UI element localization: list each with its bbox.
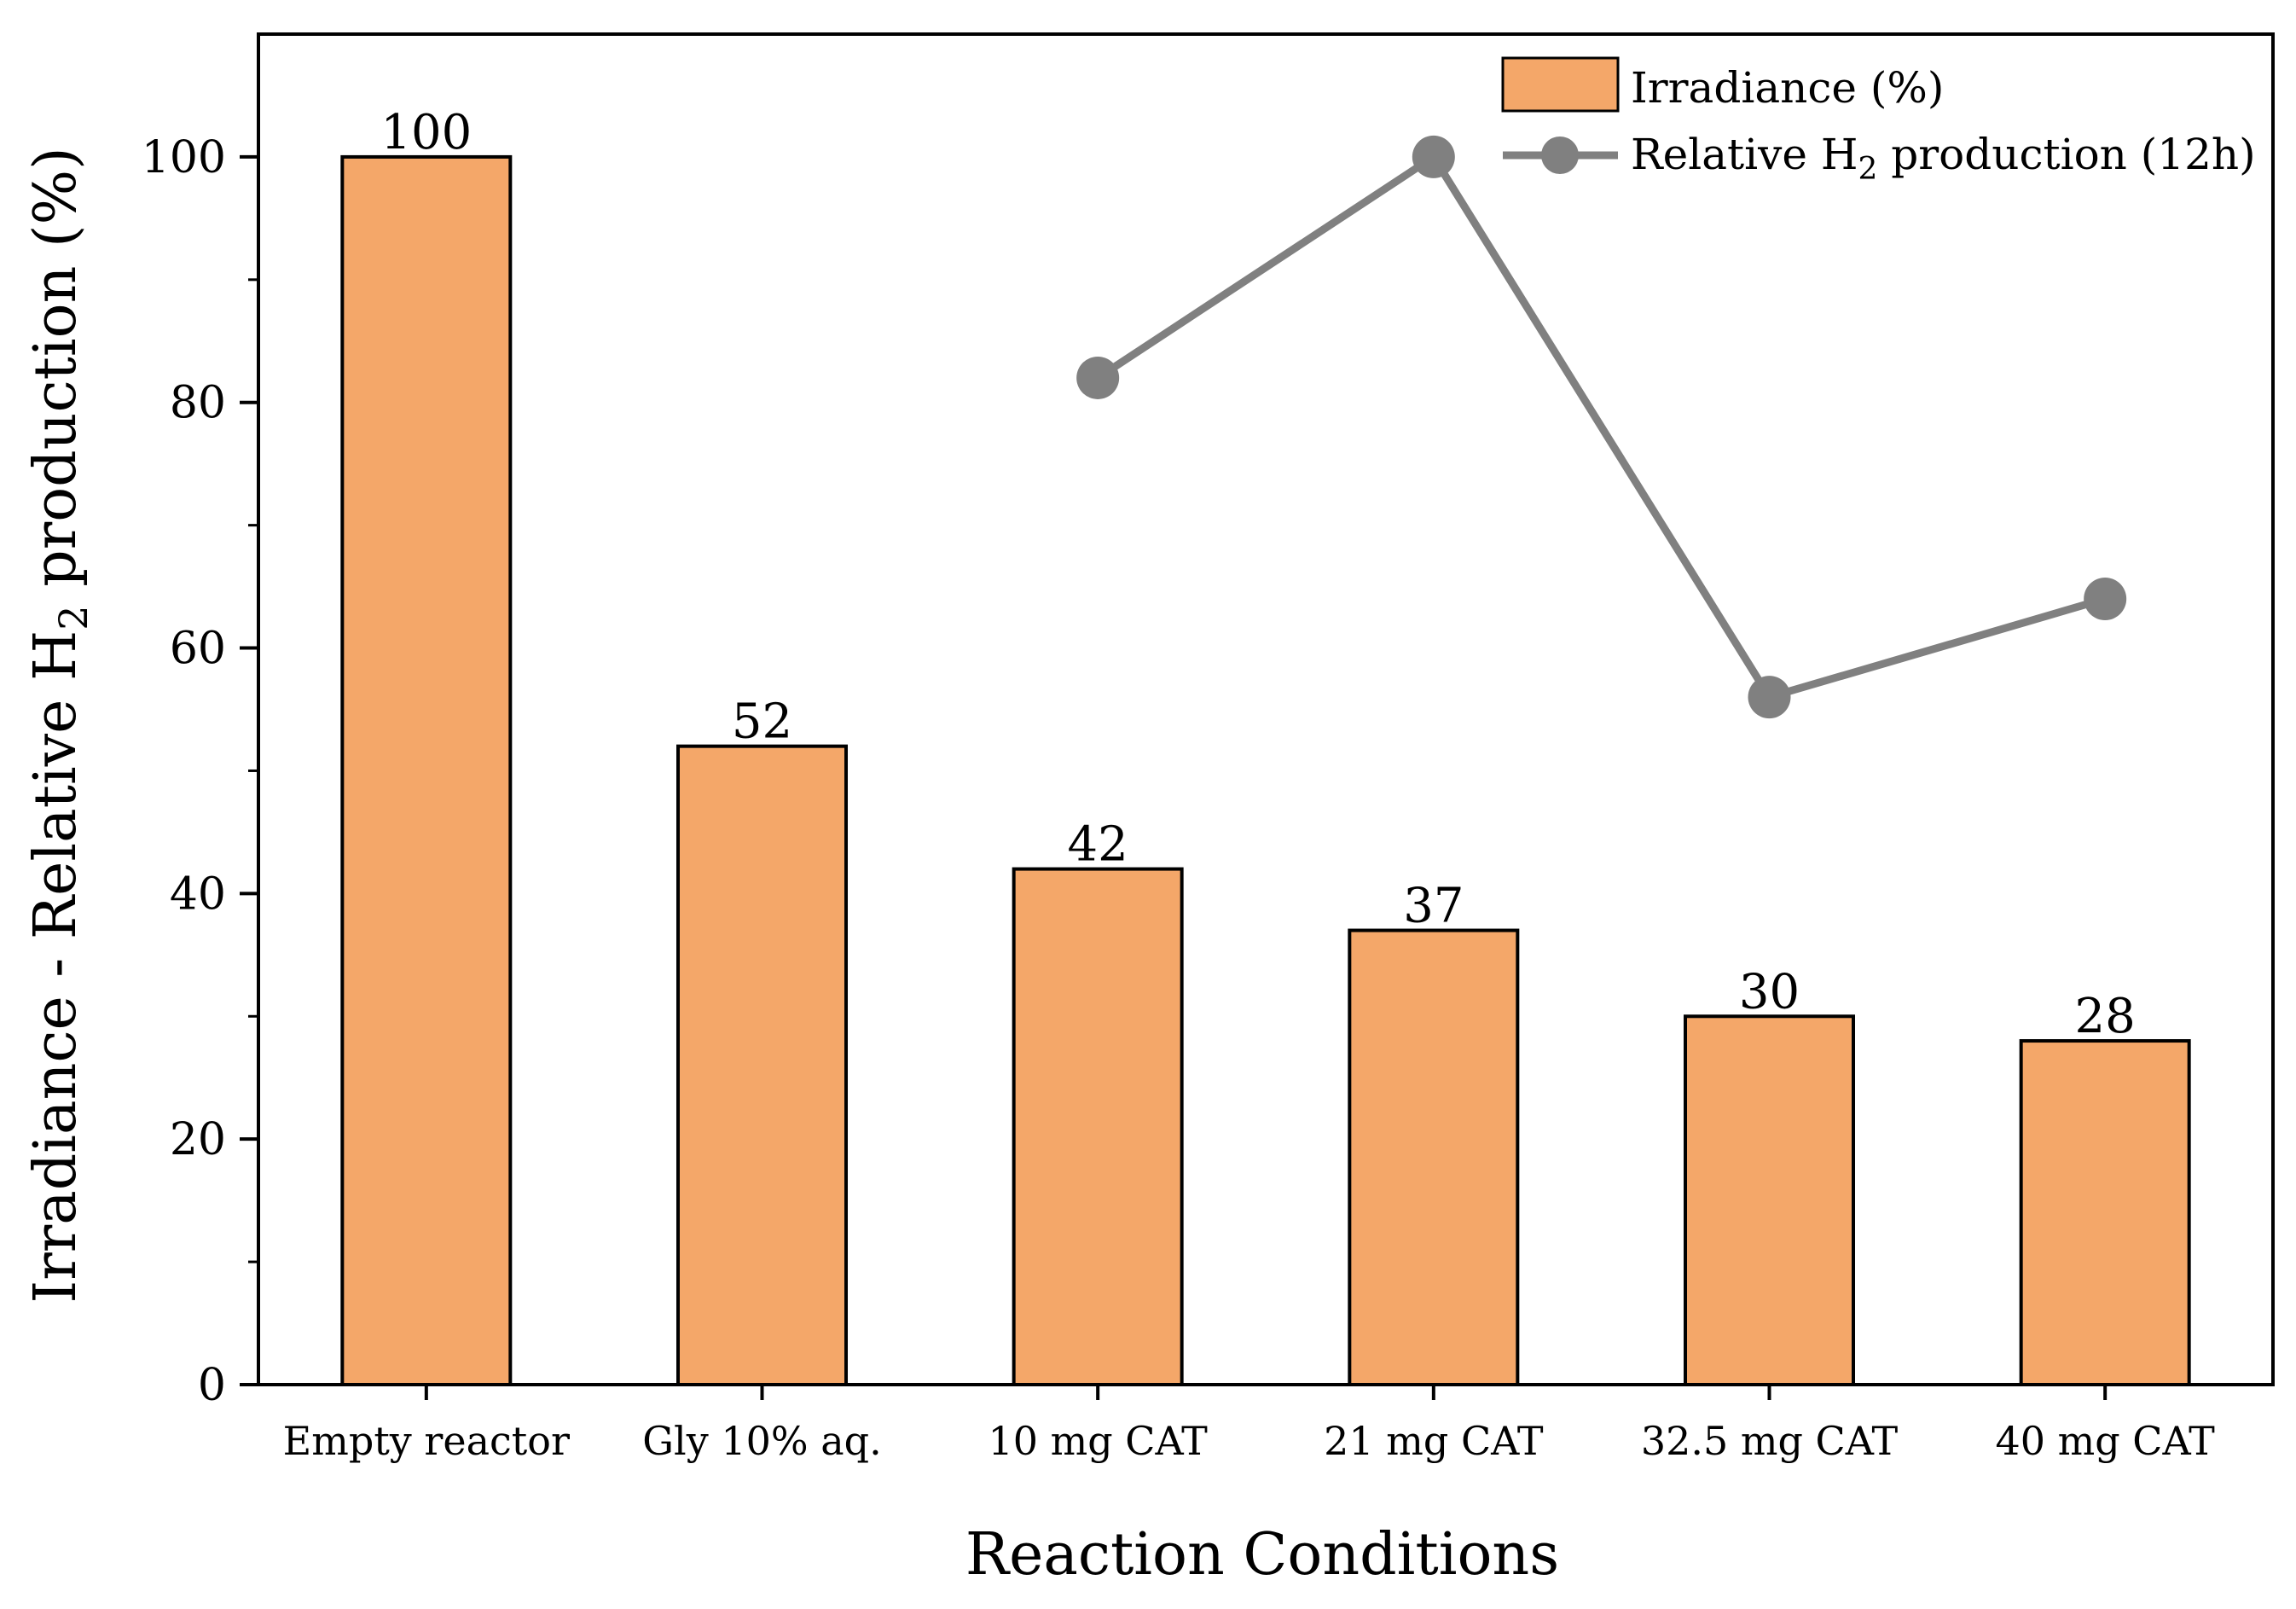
bar (1012, 867, 1184, 1386)
legend-line-label-suffix: production (12h) (1877, 130, 2255, 179)
legend-line-label-prefix: Relative H (1631, 130, 1858, 179)
bar (340, 154, 513, 1387)
bar-data-label: 28 (2075, 989, 2136, 1044)
y-axis-title-suffix: production (%) (22, 147, 90, 605)
legend-bar-label: Irradiance (%) (1631, 63, 1944, 113)
y-tick-label: 40 (170, 868, 226, 920)
y-tick-label: 20 (170, 1114, 226, 1165)
h2-production-line (1095, 153, 2107, 701)
bar (1348, 928, 1520, 1386)
x-tick-label: Empty reactor (283, 1418, 570, 1464)
bar (676, 744, 848, 1386)
h2-production-point (1412, 135, 1455, 178)
y-tick-label: 60 (170, 624, 226, 675)
bar (1684, 1014, 1855, 1386)
legend-line-label: Relative H2 production (12h) (1631, 130, 2256, 187)
y-tick-label: 0 (198, 1360, 226, 1411)
y-tick-label: 100 (142, 132, 226, 183)
y-axis-title-prefix: Irradiance - Relative H (22, 630, 90, 1304)
bar-data-label: 52 (732, 694, 792, 750)
x-tick-label: 10 mg CAT (988, 1418, 1208, 1464)
legend: Irradiance (%) Relative H2 production (1… (1501, 56, 2256, 187)
h2-production-point (2084, 577, 2127, 620)
bar-data-label: 37 (1403, 879, 1464, 934)
legend-line-marker (1541, 137, 1579, 174)
plot-area: 0 20 40 60 80 100 100 52 42 37 30 28 Empty reactor Gl… (142, 32, 2275, 1464)
x-tick-label: Gly 10% aq. (642, 1418, 881, 1464)
plot-frame (257, 32, 2275, 1386)
legend-line-label-subscript: 2 (1858, 152, 1877, 187)
x-tick-label: 32.5 mg CAT (1641, 1418, 1899, 1464)
bar (2019, 1039, 2191, 1387)
y-axis-title-subscript: 2 (50, 605, 96, 630)
legend-bar-swatch (1501, 56, 1620, 113)
y-tick-label: 80 (170, 378, 226, 429)
h2-production-point (1076, 356, 1120, 399)
x-tick-label: 40 mg CAT (1995, 1418, 2215, 1464)
bar-data-label: 30 (1739, 964, 1800, 1019)
bar-data-label: 100 (380, 105, 472, 160)
h2-production-point (1748, 676, 1791, 719)
bar-data-label: 42 (1068, 817, 1128, 873)
y-axis-title: Irradiance - Relative H2 production (%) (22, 147, 96, 1303)
x-axis-title: Reaction Conditions (965, 1521, 1559, 1589)
x-tick-label: 21 mg CAT (1324, 1418, 1544, 1464)
